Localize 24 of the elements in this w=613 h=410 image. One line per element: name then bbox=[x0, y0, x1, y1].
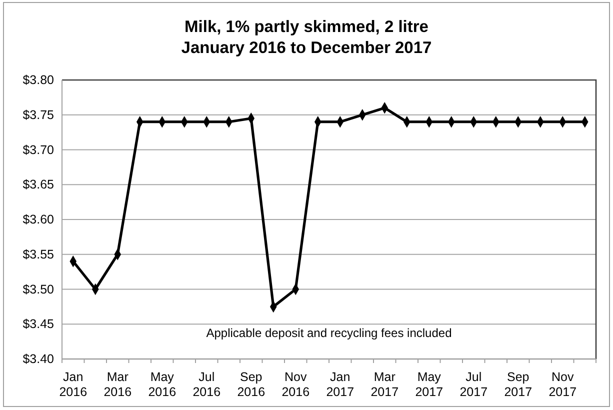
y-tick-label: $3.75 bbox=[22, 108, 54, 122]
x-tick-label: Mar 2017 bbox=[370, 370, 399, 399]
x-tick-label: Sep 2016 bbox=[237, 370, 266, 399]
chart-title: Milk, 1% partly skimmed, 2 litre bbox=[184, 18, 428, 36]
x-tick-label: Jul 2016 bbox=[192, 370, 221, 399]
y-tick-label: $3.45 bbox=[22, 317, 54, 332]
x-tick-label: Nov 2017 bbox=[548, 370, 577, 399]
y-tick-label: $3.70 bbox=[22, 142, 54, 157]
chart-subtitle: January 2016 to December 2017 bbox=[181, 39, 432, 57]
x-tick-label: Nov 2016 bbox=[282, 370, 310, 399]
annotation: Applicable deposit and recycling fees included bbox=[206, 326, 452, 340]
x-tick-label: Jan 2017 bbox=[326, 370, 354, 399]
x-tick-label: May 2016 bbox=[148, 370, 176, 399]
y-tick-label: $3.80 bbox=[22, 73, 54, 87]
y-tick-label: $3.65 bbox=[22, 178, 54, 192]
x-tick-label: Jan 2016 bbox=[59, 370, 88, 399]
x-tick-label: Jul 2017 bbox=[460, 370, 488, 399]
y-tick-label: $3.60 bbox=[22, 212, 54, 226]
x-tick-label: Mar 2016 bbox=[104, 370, 132, 399]
x-tick-label: May 2017 bbox=[415, 370, 444, 399]
y-tick-label: $3.55 bbox=[22, 247, 54, 262]
x-tick-label: Sep 2017 bbox=[504, 370, 532, 399]
y-tick-label: $3.40 bbox=[22, 352, 54, 366]
y-tick-label: $3.50 bbox=[22, 282, 54, 296]
